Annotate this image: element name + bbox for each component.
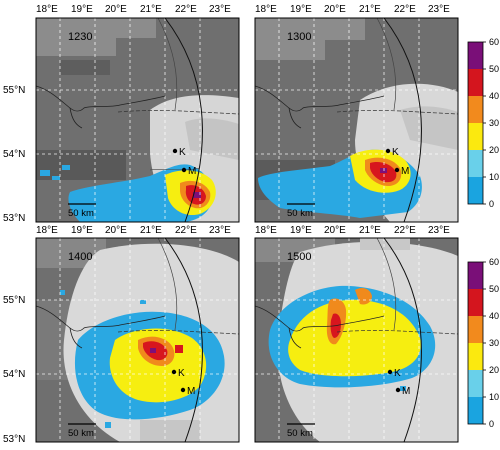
lon-label-23-p2: 23°E	[428, 4, 450, 15]
scale-bars: 50 km 50 km 50 km 50 km	[68, 203, 315, 439]
scale-bar-label-p3: 50 km	[68, 428, 94, 439]
colorbar-segment-top-5	[468, 177, 483, 204]
lon-label-22-p1: 22°E	[175, 4, 197, 15]
city-m-marker-p3	[180, 387, 186, 393]
colorbar-segment-bottom-3	[468, 343, 483, 370]
colorbar-segment-top-2	[468, 96, 483, 123]
city-k-label-p1: K	[179, 147, 186, 158]
colorbar-top: 60 50 40 30 20 10 0	[467, 37, 499, 209]
city-k-marker-p3	[171, 369, 177, 375]
lon-label-21-p4: 21°E	[359, 225, 381, 236]
longitude-labels-top: 18°E 19°E 20°E 21°E 22°E 23°E 18°E 19°E …	[36, 4, 450, 236]
colorbar-tick-label-bottom-6: 0	[489, 419, 494, 429]
lat-label-54-p1: 54°N	[3, 149, 25, 160]
colorbar-segment-bottom-2	[468, 316, 483, 343]
colorbar-segment-top-3	[468, 123, 483, 150]
colorbar-tick-label-bottom-1: 50	[489, 284, 499, 294]
lon-label-18-p3: 18°E	[36, 225, 58, 236]
city-k-marker-p4	[387, 369, 393, 375]
city-k-marker-p1	[172, 148, 178, 154]
panel-4-time-label: 1500	[287, 251, 311, 263]
lat-label-55-p3: 55°N	[3, 295, 25, 306]
lat-label-53-p1: 53°N	[3, 213, 25, 224]
colorbar-tick-label-bottom-5: 10	[489, 392, 499, 402]
colorbar-tick-label-bottom-0: 60	[489, 257, 499, 267]
city-k-label-p4: K	[394, 368, 401, 379]
colorbar-tick-label-top-4: 20	[489, 145, 499, 155]
colorbar-segment-top-4	[468, 150, 483, 177]
lon-label-19-p1: 19°E	[71, 4, 93, 15]
lon-label-22-p3: 22°E	[175, 225, 197, 236]
lon-label-19-p3: 19°E	[71, 225, 93, 236]
lon-label-22-p4: 22°E	[394, 225, 416, 236]
colorbar-tick-label-top-0: 60	[489, 37, 499, 47]
colorbar-tick-label-bottom-2: 40	[489, 311, 499, 321]
city-m-label-p2: M	[401, 166, 409, 177]
lat-label-53-p3: 53°N	[3, 434, 25, 445]
lon-label-23-p4: 23°E	[428, 225, 450, 236]
city-m-label-p1: M	[188, 166, 196, 177]
city-k-marker-p2	[385, 148, 391, 154]
lon-label-20-p3: 20°E	[105, 225, 127, 236]
panel-1400	[35, 237, 240, 443]
lon-label-21-p3: 21°E	[140, 225, 162, 236]
panel-1230	[35, 17, 240, 223]
lon-label-19-p4: 19°E	[290, 225, 312, 236]
colorbar-tick-label-bottom-4: 20	[489, 365, 499, 375]
lon-label-18-p1: 18°E	[36, 4, 58, 15]
lon-label-20-p4: 20°E	[324, 225, 346, 236]
scale-bar-label-p1: 50 km	[68, 208, 94, 219]
city-m-marker-p1	[181, 167, 187, 173]
panel-1300	[254, 17, 459, 223]
panel-2-time-label: 1300	[287, 31, 311, 43]
city-m-label-p3: M	[187, 386, 195, 397]
lat-label-55-p1: 55°N	[3, 85, 25, 96]
colorbar-tick-label-top-5: 10	[489, 172, 499, 182]
lon-label-21-p2: 21°E	[359, 4, 381, 15]
city-k-label-p3: K	[178, 368, 185, 379]
panel-1-time-label: 1230	[68, 31, 92, 43]
lon-label-20-p2: 20°E	[324, 4, 346, 15]
colorbar-segment-bottom-4	[468, 370, 483, 397]
latitude-labels-left: 55°N 54°N 53°N 55°N 54°N 53°N	[3, 85, 25, 445]
colorbar-tick-label-top-2: 40	[489, 91, 499, 101]
lon-label-18-p2: 18°E	[255, 4, 277, 15]
lat-label-54-p3: 54°N	[3, 369, 25, 380]
city-m-marker-p4	[395, 387, 401, 393]
colorbar-segment-top-1	[468, 69, 483, 96]
panel-3-time-label: 1400	[68, 251, 92, 263]
colorbar-tick-label-bottom-3: 30	[489, 338, 499, 348]
lon-label-21-p1: 21°E	[140, 4, 162, 15]
colorbar-segment-bottom-1	[468, 289, 483, 316]
colorbar-segment-top-0	[468, 42, 483, 69]
scale-bar-label-p2: 50 km	[287, 208, 313, 219]
lon-label-23-p1: 23°E	[209, 4, 231, 15]
colorbar-tick-label-top-1: 50	[489, 64, 499, 74]
lon-label-18-p4: 18°E	[255, 225, 277, 236]
lon-label-22-p2: 22°E	[394, 4, 416, 15]
colorbar-bottom: 60 50 40 30 20 10 0	[467, 257, 499, 429]
lon-label-23-p3: 23°E	[209, 225, 231, 236]
lon-label-20-p1: 20°E	[105, 4, 127, 15]
city-markers: K M K M K M K M	[171, 147, 410, 397]
city-k-label-p2: K	[392, 147, 399, 158]
colorbar-tick-label-top-6: 0	[489, 199, 494, 209]
colorbar-tick-label-top-3: 30	[489, 118, 499, 128]
scale-bar-label-p4: 50 km	[287, 428, 313, 439]
lon-label-19-p2: 19°E	[290, 4, 312, 15]
city-m-marker-p2	[394, 167, 400, 173]
panel-1500	[254, 237, 459, 443]
colorbar-segment-bottom-0	[468, 262, 483, 289]
colorbar-segment-bottom-5	[468, 397, 483, 424]
city-m-label-p4: M	[402, 386, 410, 397]
